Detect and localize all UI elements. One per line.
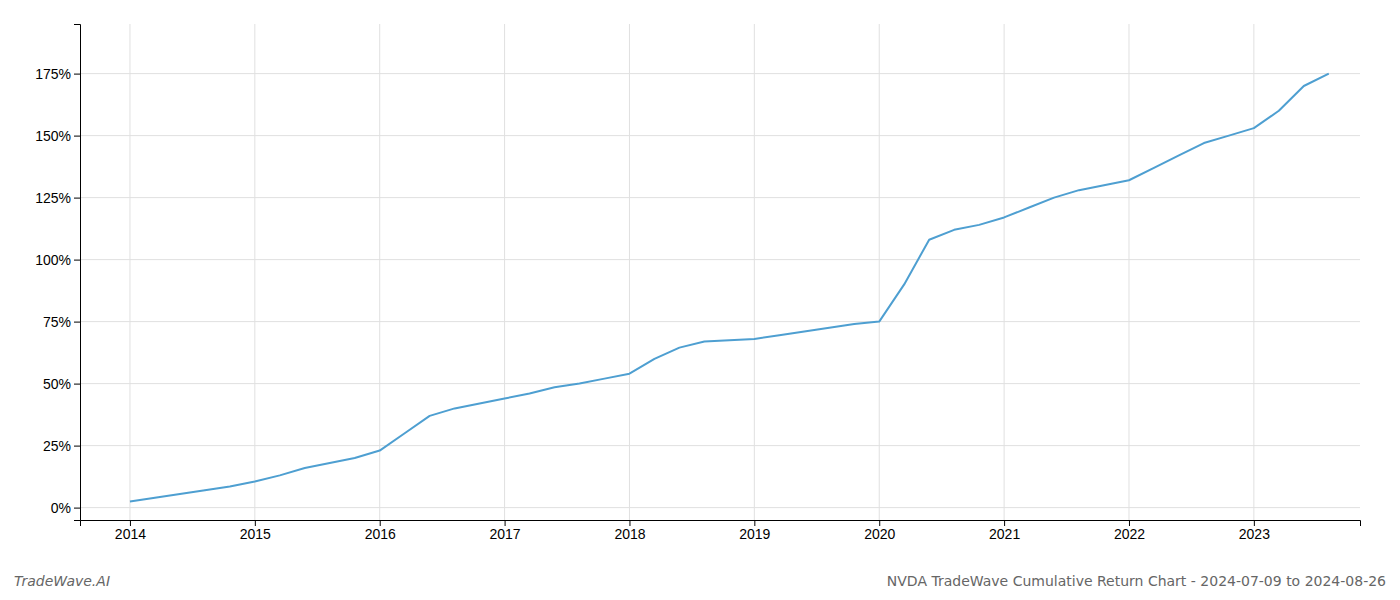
grid-line-x <box>629 24 630 520</box>
x-tick: 2022 <box>1114 520 1145 542</box>
grid-line-x <box>379 24 380 520</box>
grid-line-x <box>254 24 255 520</box>
y-tick-mark <box>74 136 80 137</box>
y-axis-line <box>74 25 81 521</box>
x-axis-line <box>81 521 1361 527</box>
y-tick-mark <box>74 198 80 199</box>
x-tick: 2017 <box>490 520 521 542</box>
y-tick-label: 25% <box>43 438 71 454</box>
x-tick-label: 2017 <box>490 526 521 542</box>
y-tick: 175% <box>35 66 80 82</box>
x-tick-label: 2023 <box>1239 526 1270 542</box>
grid-line-x <box>754 24 755 520</box>
grid-line-x <box>879 24 880 520</box>
annotation: TradeWave.AI <box>14 573 110 589</box>
grid-line-x <box>129 24 130 520</box>
grid-line-x <box>504 24 505 520</box>
y-tick-mark <box>74 508 80 509</box>
x-tick: 2020 <box>864 520 895 542</box>
grid-line-y <box>80 445 1360 446</box>
y-tick: 100% <box>35 252 80 268</box>
grid-line-y <box>80 259 1360 260</box>
x-tick: 2023 <box>1239 520 1270 542</box>
y-tick: 150% <box>35 128 80 144</box>
x-tick: 2016 <box>365 520 396 542</box>
x-tick-label: 2016 <box>365 526 396 542</box>
grid-line-y <box>80 197 1360 198</box>
grid-line-y <box>80 507 1360 508</box>
y-tick-label: 125% <box>35 190 71 206</box>
grid-line-y <box>80 383 1360 384</box>
grid-line-x <box>1253 24 1254 520</box>
x-tick-label: 2021 <box>989 526 1020 542</box>
y-tick-label: 50% <box>43 376 71 392</box>
y-tick: 0% <box>51 500 80 516</box>
y-tick: 75% <box>43 314 80 330</box>
grid <box>80 24 1360 520</box>
x-tick-label: 2014 <box>115 526 146 542</box>
chart: 2014 2015 2016 2017 2018 2019 2020 2021 2022 2023… <box>0 0 1400 600</box>
grid-line-y <box>80 321 1360 322</box>
x-axis: 2014 2015 2016 2017 2018 2019 2020 2021 2022 2023 <box>81 520 1361 542</box>
y-tick: 50% <box>43 376 80 392</box>
x-tick-label: 2019 <box>739 526 770 542</box>
y-tick-mark <box>74 260 80 261</box>
y-tick-label: 100% <box>35 252 71 268</box>
x-tick-label: 2020 <box>864 526 895 542</box>
x-tick: 2021 <box>989 520 1020 542</box>
plot-marks <box>130 74 1329 502</box>
y-tick-label: 175% <box>35 66 71 82</box>
x-tick-label: 2018 <box>614 526 645 542</box>
grid-line-x <box>1004 24 1005 520</box>
x-tick: 2014 <box>115 520 146 542</box>
grid-line-y <box>80 135 1360 136</box>
x-tick-label: 2015 <box>240 526 271 542</box>
y-tick: 25% <box>43 438 80 454</box>
title: NVDA TradeWave Cumulative Return Chart -… <box>887 573 1386 589</box>
y-tick-mark <box>74 384 80 385</box>
x-tick-label: 2022 <box>1114 526 1145 542</box>
y-tick: 125% <box>35 190 80 206</box>
y-tick-mark <box>74 446 80 447</box>
texts: TradeWave.AI NVDA TradeWave Cumulative Re… <box>14 573 1386 589</box>
y-tick-label: 75% <box>43 314 71 330</box>
y-tick-label: 150% <box>35 128 71 144</box>
grid-line-x <box>1128 24 1129 520</box>
line <box>130 74 1329 502</box>
grid-line-y <box>80 73 1360 74</box>
y-tick-mark <box>74 74 80 75</box>
y-axis: 0% 25% 50% 75% 100% 125% 150% 175% <box>35 25 80 521</box>
x-tick: 2018 <box>614 520 645 542</box>
x-tick: 2015 <box>240 520 271 542</box>
y-tick-mark <box>74 322 80 323</box>
x-tick: 2019 <box>739 520 770 542</box>
y-tick-label: 0% <box>51 500 71 516</box>
